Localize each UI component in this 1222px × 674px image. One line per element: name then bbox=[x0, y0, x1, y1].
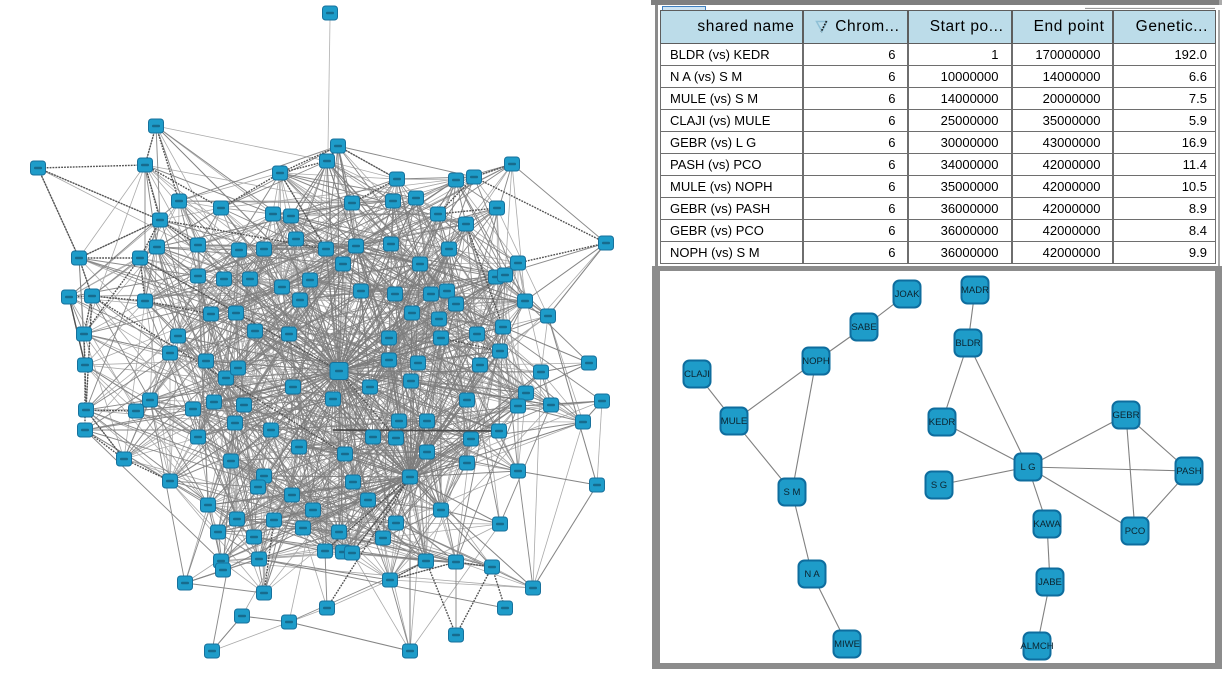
svg-text:MIWE: MIWE bbox=[834, 639, 860, 650]
svg-text:L G: L G bbox=[1021, 462, 1036, 473]
svg-text:MULE: MULE bbox=[721, 416, 747, 427]
svg-text:JOAK: JOAK bbox=[895, 289, 920, 300]
svg-text:NOPH: NOPH bbox=[802, 356, 830, 367]
svg-text:PASH: PASH bbox=[1176, 466, 1201, 477]
svg-text:MADR: MADR bbox=[961, 285, 989, 296]
svg-text:N A: N A bbox=[804, 569, 820, 580]
svg-text:CLAJI: CLAJI bbox=[684, 369, 710, 380]
svg-text:KEDR: KEDR bbox=[929, 417, 956, 428]
svg-text:SABE: SABE bbox=[851, 322, 876, 333]
svg-text:ALMCH: ALMCH bbox=[1020, 641, 1053, 652]
svg-text:S G: S G bbox=[931, 480, 947, 491]
svg-text:PCO: PCO bbox=[1125, 526, 1146, 537]
svg-text:JABE: JABE bbox=[1038, 577, 1062, 588]
svg-text:KAWA: KAWA bbox=[1033, 519, 1061, 530]
svg-text:BLDR: BLDR bbox=[955, 338, 980, 349]
svg-text:GEBR: GEBR bbox=[1113, 410, 1140, 421]
svg-text:S M: S M bbox=[784, 487, 801, 498]
